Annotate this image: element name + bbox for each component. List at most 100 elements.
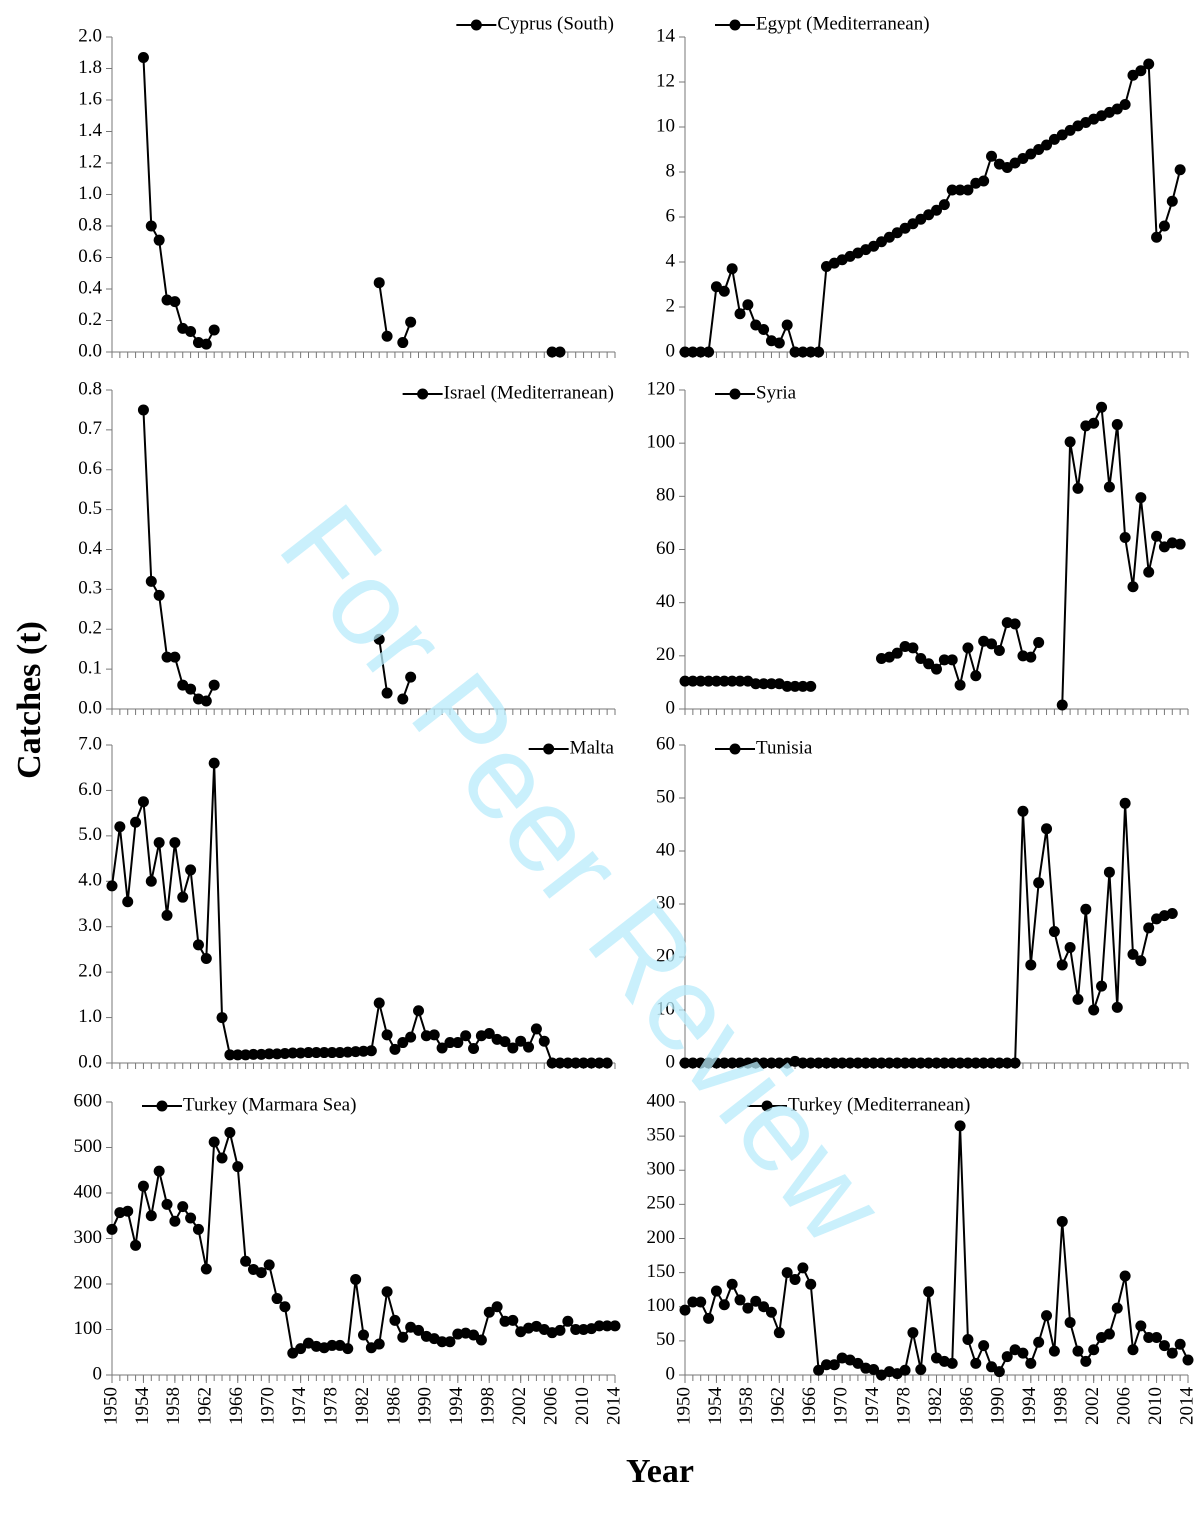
data-point (710, 1285, 722, 1297)
data-point (687, 346, 699, 358)
y-tick-label: 120 (647, 378, 676, 399)
data-point (1127, 1344, 1139, 1356)
data-point (342, 1343, 354, 1355)
data-point (232, 1161, 244, 1173)
data-point (200, 338, 212, 350)
data-point (1017, 1347, 1029, 1359)
data-point (954, 679, 966, 691)
data-point (899, 1364, 911, 1376)
data-point (962, 184, 974, 196)
x-tick-label: 1950 (100, 1387, 121, 1425)
x-tick-label: 1994 (446, 1387, 467, 1426)
data-point (570, 1324, 582, 1335)
y-tick-label: 150 (647, 1261, 676, 1282)
data-point (1174, 1338, 1186, 1350)
data-point (750, 678, 762, 690)
data-point (397, 337, 409, 349)
data-point (954, 1057, 966, 1069)
data-point (350, 1046, 362, 1058)
x-tick-label: 1970 (258, 1387, 279, 1425)
data-point (742, 1302, 754, 1314)
data-point (962, 1057, 974, 1069)
y-tick-label: 0.7 (78, 418, 102, 439)
data-point (609, 1320, 621, 1332)
data-point (585, 1057, 597, 1069)
data-point (1041, 139, 1053, 151)
data-point (1103, 1328, 1115, 1340)
data-point (773, 1327, 785, 1339)
data-point (192, 939, 204, 951)
data-point (413, 1005, 425, 1017)
data-point (122, 896, 134, 908)
x-tick-label: 2014 (603, 1387, 624, 1426)
y-tick-label: 50 (656, 1329, 675, 1350)
data-point (679, 1304, 691, 1316)
data-point (978, 1340, 990, 1352)
data-point (946, 1057, 958, 1069)
data-point (915, 1057, 927, 1069)
data-point (915, 652, 927, 664)
data-point (145, 575, 157, 587)
data-point (883, 1057, 895, 1069)
x-tick-label: 1962 (768, 1387, 789, 1425)
y-tick-label: 3.0 (78, 915, 102, 936)
data-point (169, 296, 181, 308)
data-point (820, 1057, 832, 1069)
y-tick-label: 200 (74, 1272, 103, 1293)
data-point (515, 1035, 527, 1047)
data-point (726, 1057, 738, 1069)
data-point (263, 1048, 275, 1060)
data-point (695, 1057, 707, 1069)
y-tick-label: 0.0 (78, 340, 102, 361)
legend-marker (729, 743, 741, 755)
data-point (483, 1027, 495, 1039)
data-point (1056, 699, 1068, 711)
data-point (773, 337, 785, 349)
y-tick-label: 6.0 (78, 779, 102, 800)
legend-label: Malta (570, 737, 615, 758)
data-point (946, 654, 958, 666)
data-point (389, 1043, 401, 1055)
data-point (1119, 99, 1131, 110)
data-point (1025, 959, 1037, 971)
data-point (923, 658, 935, 670)
data-point (1111, 419, 1123, 431)
data-point (993, 1057, 1005, 1069)
data-point (1143, 566, 1155, 578)
x-tick-label: 1998 (478, 1387, 499, 1425)
legend-marker (543, 743, 555, 755)
data-point (145, 875, 157, 887)
data-point (1143, 1331, 1155, 1343)
legend-label: Tunisia (756, 737, 813, 758)
data-point (797, 346, 809, 358)
data-point (1056, 1215, 1068, 1227)
data-point (726, 263, 738, 275)
data-point (373, 997, 385, 1009)
legend-marker (417, 388, 429, 400)
data-point (710, 1057, 722, 1069)
x-axis-title: Year (626, 1453, 694, 1490)
data-point (1017, 805, 1029, 817)
data-point (1103, 481, 1115, 493)
data-point (718, 675, 730, 687)
data-point (986, 1057, 998, 1069)
data-point (106, 880, 118, 892)
data-point (413, 1324, 425, 1336)
data-point (1143, 922, 1155, 934)
data-point (970, 1357, 982, 1369)
legend-marker (729, 19, 741, 31)
data-point (397, 1037, 409, 1049)
data-point (460, 1030, 472, 1042)
data-point (970, 1057, 982, 1069)
data-point (499, 1036, 511, 1048)
data-point (130, 816, 142, 828)
x-tick-label: 1994 (1019, 1387, 1040, 1426)
data-point (381, 687, 393, 699)
data-point (938, 199, 950, 211)
data-point (1080, 903, 1092, 915)
data-point (1056, 959, 1068, 971)
data-point (993, 1366, 1005, 1378)
data-point (436, 1336, 448, 1348)
data-point (907, 642, 919, 654)
data-point (938, 1057, 950, 1069)
